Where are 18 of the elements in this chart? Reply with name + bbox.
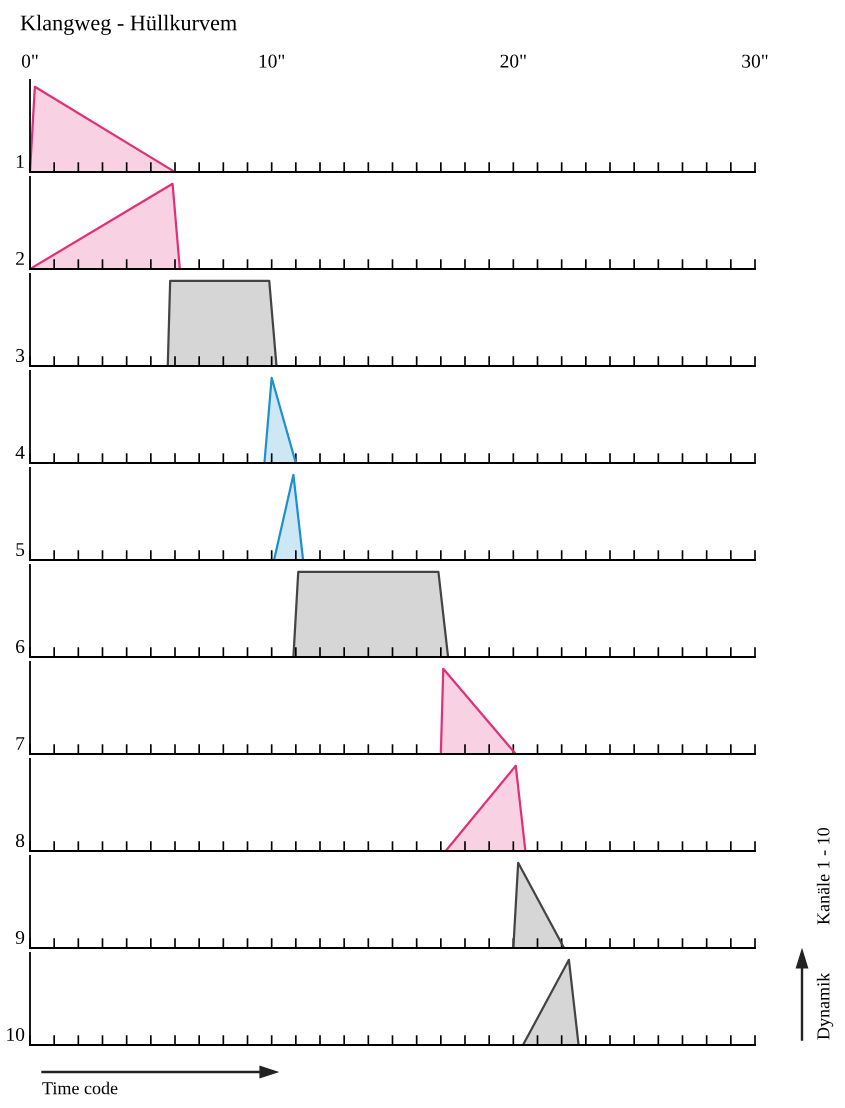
y-axis-title: 2 — [16, 251, 24, 265]
chart-title: Klangweg - Hüllkurvem — [20, 14, 237, 35]
y-axis-title: 1 — [16, 155, 24, 168]
y-axis-title: 7 — [16, 737, 25, 750]
y-axis-title: 9 — [15, 930, 25, 945]
x-tick-label: 30" — [742, 54, 768, 68]
y-axis-title: 6 — [16, 639, 25, 654]
y-axis-title: 4 — [15, 446, 25, 459]
y-axis-title: 5 — [16, 543, 25, 557]
x-tick-label: 20" — [500, 54, 526, 68]
x-tick-label: 10" — [259, 54, 285, 68]
x-tick-label: 0" — [21, 54, 38, 68]
y-axis-title: 3 — [16, 348, 25, 363]
text: Time code — [42, 1081, 118, 1095]
text: Dynamik — [816, 972, 834, 1040]
y-axis-title: 8 — [15, 833, 25, 848]
y-axis-title: 10 — [7, 1027, 25, 1042]
text: Kanäle 1 - 10 — [816, 827, 830, 925]
